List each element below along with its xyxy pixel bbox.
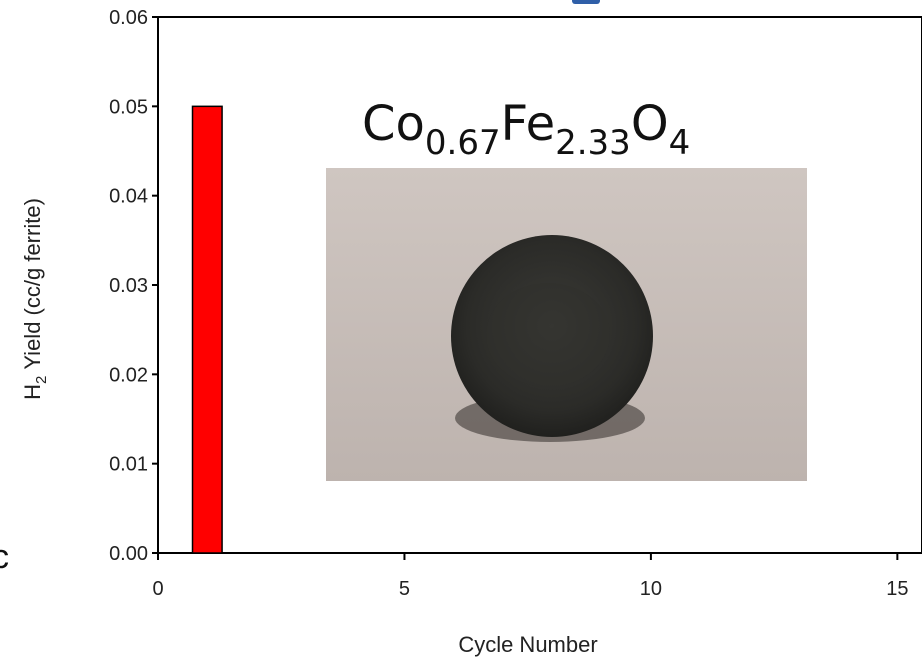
x-tick-label: 10 xyxy=(640,578,662,600)
formula-subscript: 2.33 xyxy=(555,123,631,163)
y-tick-label: 0.01 xyxy=(109,454,148,476)
formula-label: Co0.67Fe2.33O4 xyxy=(362,96,690,163)
x-axis-title: Cycle Number xyxy=(458,632,597,657)
y-tick-label: 0.03 xyxy=(109,275,148,297)
formula-subscript: 4 xyxy=(669,123,691,163)
formula-subscript: 0.67 xyxy=(425,123,501,163)
y-ticks: 0.00 0.01 0.02 0.03 0.04 0.05 0.06 xyxy=(109,7,158,565)
formula-symbol: Fe xyxy=(501,96,556,152)
pellet-photo xyxy=(326,168,807,481)
edge-text-fragment: c xyxy=(0,538,9,576)
title-fragment xyxy=(572,0,602,5)
x-ticks: 0 5 10 15 xyxy=(152,553,908,600)
x-tick-label: 5 xyxy=(399,578,410,600)
formula-symbol: Co xyxy=(362,96,425,152)
pellet-center xyxy=(486,283,610,387)
y-tick-label: 0.02 xyxy=(109,364,148,386)
y-tick-label: 0.06 xyxy=(109,7,148,29)
y-tick-label: 0.04 xyxy=(109,186,148,208)
formula-symbol: O xyxy=(631,96,669,152)
bars xyxy=(191,105,223,554)
y-axis-title: H2Yield (cc/g ferrite) xyxy=(20,198,50,400)
y-tick-label: 0.05 xyxy=(109,96,148,118)
x-tick-label: 15 xyxy=(886,578,908,600)
y-tick-label: 0.00 xyxy=(109,543,148,565)
x-tick-label: 0 xyxy=(152,578,163,600)
bar xyxy=(191,105,223,554)
